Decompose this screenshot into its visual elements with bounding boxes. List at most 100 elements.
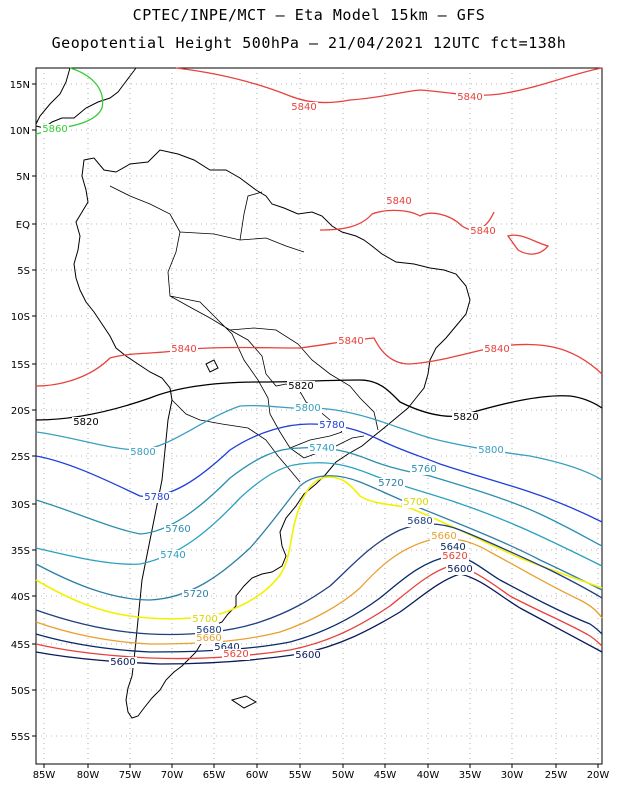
contour-label-bg xyxy=(287,381,315,392)
contour-label-bg xyxy=(439,542,467,553)
contour-label-bg xyxy=(195,625,223,636)
contour-label-bg xyxy=(402,497,430,508)
contour-label-5800: 5800 xyxy=(130,447,155,458)
lat-label: 15N xyxy=(10,80,30,91)
lon-label: 50W xyxy=(332,770,355,781)
contour-label-5740: 5740 xyxy=(309,443,334,454)
contour-5600 xyxy=(35,573,603,665)
contour-label-5620: 5620 xyxy=(442,551,467,562)
lon-label: 80W xyxy=(77,770,100,781)
contour-label-5700: 5700 xyxy=(192,614,217,625)
lon-label: 55W xyxy=(289,770,312,781)
contour-label-bg xyxy=(456,92,484,103)
contour-label-5600: 5600 xyxy=(110,657,135,668)
contour-5640 xyxy=(35,555,603,653)
contour-label-bg xyxy=(222,649,250,660)
south-america-coast xyxy=(35,67,471,719)
contour-label-5800: 5800 xyxy=(478,445,503,456)
contour-label-bg xyxy=(191,614,219,625)
chart-title-line1: CPTEC/INPE/MCT – Eta Model 15km – GFS xyxy=(132,6,486,24)
lat-label: 15S xyxy=(11,360,30,371)
contour-5620 xyxy=(35,565,603,660)
coastlines xyxy=(35,67,471,719)
contour-label-bg xyxy=(308,443,336,454)
lon-label: 60W xyxy=(246,770,269,781)
contour-labels: 5840 5840 5840 5840 5840 5840 5840 5860 5820 5820… xyxy=(41,92,511,668)
contour-lines xyxy=(35,67,603,665)
contour-label-5760: 5760 xyxy=(411,464,436,475)
contour-label-5840: 5840 xyxy=(386,196,411,207)
contour-label-bg xyxy=(129,447,157,458)
lon-label: 85W xyxy=(33,770,56,781)
lat-label: 20S xyxy=(11,406,30,417)
contour-label-bg xyxy=(213,642,241,653)
contour-5700 xyxy=(35,476,603,620)
map-frame xyxy=(35,67,603,765)
contour-label-5800: 5800 xyxy=(295,403,320,414)
lon-label: 70W xyxy=(161,770,184,781)
contour-label-5600: 5600 xyxy=(447,564,472,575)
contour-label-bg xyxy=(452,412,480,423)
lon-label: 35W xyxy=(459,770,482,781)
contour-label-bg xyxy=(337,336,365,347)
lat-label: 40S xyxy=(11,592,30,603)
contour-label-bg xyxy=(290,102,318,113)
lon-label: 20W xyxy=(587,770,610,781)
contour-label-bg xyxy=(195,633,223,644)
chart-title-line2: Geopotential Height 500hPa – 21/04/2021 … xyxy=(51,34,567,52)
contour-label-5640: 5640 xyxy=(214,642,239,653)
contour-label-5840: 5840 xyxy=(291,102,316,113)
contour-label-5680: 5680 xyxy=(196,625,221,636)
contour-label-bg xyxy=(170,344,198,355)
contour-label-5680: 5680 xyxy=(407,516,432,527)
contour-label-5840: 5840 xyxy=(484,344,509,355)
lon-label: 65W xyxy=(203,770,226,781)
contour-label-bg xyxy=(410,464,438,475)
lake-titicaca xyxy=(205,359,219,373)
contour-label-5600: 5600 xyxy=(295,650,320,661)
lat-label: 55S xyxy=(11,732,30,743)
contour-label-5720: 5720 xyxy=(378,478,403,489)
lat-label: 30S xyxy=(11,500,30,511)
contour-label-5860: 5860 xyxy=(42,124,67,135)
contour-label-5840: 5840 xyxy=(338,336,363,347)
contour-label-bg xyxy=(430,531,458,542)
contour-label-5840: 5840 xyxy=(457,92,482,103)
lon-label: 30W xyxy=(501,770,524,781)
contour-5680 xyxy=(35,523,603,636)
contour-label-bg xyxy=(72,417,100,428)
contour-label-bg xyxy=(469,226,497,237)
contour-5660 xyxy=(35,537,603,645)
lat-label: 35S xyxy=(11,546,30,557)
contour-label-5720: 5720 xyxy=(183,589,208,600)
contour-label-5760: 5760 xyxy=(165,524,190,535)
lon-label: 40W xyxy=(417,770,440,781)
gridlines xyxy=(36,68,602,764)
lat-label: 45S xyxy=(11,640,30,651)
contour-5720 xyxy=(35,475,603,601)
lat-label: EQ xyxy=(16,220,30,231)
contour-label-bg xyxy=(41,124,69,135)
lat-label: 10N xyxy=(10,126,30,137)
contour-label-bg xyxy=(318,420,346,431)
contour-label-5840: 5840 xyxy=(470,226,495,237)
lat-label: 25S xyxy=(11,452,30,463)
axis-labels: 15N 10N 5N EQ 5S 10S 15S 20S 25S 30S 35S 40S 45S 50S 5… xyxy=(10,80,610,781)
contour-label-bg xyxy=(406,516,434,527)
contour-label-5620: 5620 xyxy=(223,649,248,660)
contour-5820 xyxy=(35,379,603,421)
contour-label-5740: 5740 xyxy=(160,550,185,561)
lat-label: 5S xyxy=(17,266,30,277)
contour-label-bg xyxy=(441,551,469,562)
contour-label-bg xyxy=(159,550,187,561)
contour-label-5700: 5700 xyxy=(403,497,428,508)
contour-label-bg xyxy=(294,650,322,661)
contour-label-5820: 5820 xyxy=(288,381,313,392)
lon-label: 75W xyxy=(119,770,142,781)
contour-label-bg xyxy=(446,564,474,575)
contour-label-5780: 5780 xyxy=(319,420,344,431)
lon-label: 25W xyxy=(545,770,568,781)
contour-label-bg xyxy=(182,589,210,600)
contour-label-bg xyxy=(143,492,171,503)
contour-label-bg xyxy=(385,196,413,207)
